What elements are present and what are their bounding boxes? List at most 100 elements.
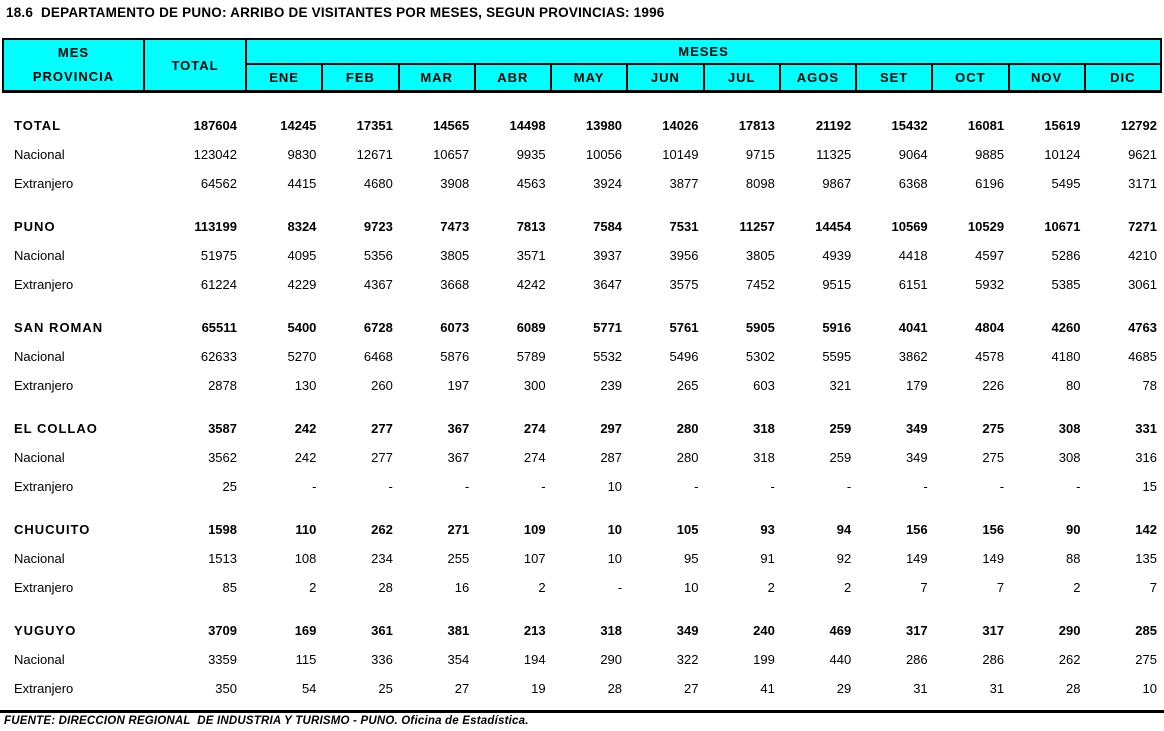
month-value-cell: 3805 — [440, 248, 470, 263]
month-value-cell: 194 — [523, 652, 546, 667]
month-value-cell: 349 — [676, 623, 699, 638]
month-value-cell: 10 — [607, 479, 623, 494]
month-value-cell: 4210 — [1128, 248, 1157, 263]
month-value-cell: 7 — [920, 580, 928, 595]
month-value-cell: 280 — [676, 450, 699, 465]
month-value-cell: 262 — [1058, 652, 1081, 667]
month-value-cell: 4180 — [1051, 349, 1081, 364]
month-value-cell: 179 — [905, 378, 928, 393]
month-value-cell: 260 — [371, 378, 393, 393]
month-header-row: ENE FEB MAR ABR MAY JUN JUL AGOS SET OCT NOV DIC — [3, 64, 1161, 92]
month-value-cell: 242 — [294, 421, 317, 436]
month-value-cell: 54 — [301, 681, 317, 696]
month-value-cell: 2 — [1073, 580, 1081, 595]
month-value-cell: 3171 — [1128, 176, 1157, 191]
month-value-cell: 130 — [294, 378, 317, 393]
month-value-cell: 318 — [753, 450, 775, 465]
month-value-cell: - — [846, 479, 852, 494]
month-value-cell: - — [541, 479, 546, 494]
month-value-cell: 10671 — [1044, 219, 1081, 234]
month-value-cell: 318 — [600, 623, 623, 638]
month-value-cell: 290 — [1058, 623, 1081, 638]
row-label: Nacional — [14, 551, 65, 566]
month-value-cell: 6468 — [363, 349, 393, 364]
page-title: 18.6 DEPARTAMENTO DE PUNO: ARRIBO DE VIS… — [6, 5, 665, 20]
month-value-cell: 5905 — [745, 320, 775, 335]
month-value-cell: 5595 — [822, 349, 852, 364]
month-value-cell: 239 — [600, 378, 623, 393]
row-label: CHUCUITO — [14, 522, 91, 537]
month-value-cell: - — [1076, 479, 1081, 494]
month-value-cell: 197 — [447, 378, 470, 393]
month-value-cell: 14498 — [509, 118, 546, 133]
row-label: SAN ROMAN — [14, 320, 104, 335]
table-row: Nacional 62633 5270 6468 5876 5789 5532 5496 530… — [2, 342, 1162, 371]
row-label: TOTAL — [14, 118, 62, 133]
month-value-cell: 9867 — [822, 176, 852, 191]
month-value-cell: 7584 — [593, 219, 623, 234]
month-value-cell: 3877 — [669, 176, 699, 191]
month-value-cell: - — [694, 479, 699, 494]
month-value-cell: 3862 — [898, 349, 928, 364]
table-row: Extranjero 85 2 28 16 2 - 10 2 2 7 7 2 7 — [2, 573, 1162, 602]
month-value-cell: 115 — [295, 652, 317, 667]
month-value-cell: 354 — [447, 652, 470, 667]
month-value-cell: 11325 — [816, 147, 852, 162]
month-value-cell: 234 — [371, 551, 393, 566]
month-value-cell: 226 — [982, 378, 1005, 393]
row-label: Extranjero — [14, 580, 74, 595]
month-value-cell: 4041 — [898, 320, 928, 335]
month-value-cell: 14565 — [433, 118, 470, 133]
month-value-cell: 4763 — [1128, 320, 1157, 335]
month-value-cell: 3805 — [745, 248, 775, 263]
month-value-cell: 14454 — [815, 219, 852, 234]
month-value-cell: 28 — [607, 681, 623, 696]
month-value-cell: 5495 — [1051, 176, 1081, 191]
month-value-cell: 316 — [1135, 450, 1157, 465]
month-value-cell: 94 — [836, 522, 852, 537]
month-value-cell: - — [999, 479, 1005, 494]
month-value-cell: 4095 — [287, 248, 317, 263]
row-total-value: 123042 — [193, 147, 237, 162]
month-header-dic: DIC — [1083, 64, 1161, 92]
month-value-cell: 16081 — [967, 118, 1005, 133]
total-column-header-cell: TOTAL — [143, 39, 246, 92]
month-value-cell: 5400 — [287, 320, 317, 335]
month-value-cell: 11257 — [739, 219, 775, 234]
month-value-cell: 9723 — [363, 219, 393, 234]
month-header-nov: NOV — [1007, 64, 1085, 92]
month-value-cell: 280 — [676, 421, 699, 436]
month-value-cell: 3575 — [669, 277, 699, 292]
spacer-row — [2, 501, 1162, 515]
month-value-cell: 25 — [378, 681, 393, 696]
table-row: Nacional 3562 242 277 367 274 287 280 318 259 349 2… — [2, 443, 1162, 472]
month-value-cell: 7 — [996, 580, 1005, 595]
month-value-cell: 9830 — [287, 147, 317, 162]
month-value-cell: 5356 — [363, 248, 393, 263]
month-value-cell: 28 — [378, 580, 393, 595]
month-value-cell: 286 — [905, 652, 928, 667]
month-header-may: MAY — [549, 64, 628, 92]
month-value-cell: 15 — [1142, 479, 1157, 494]
spacer-row — [2, 400, 1162, 414]
month-value-cell: 5302 — [745, 349, 775, 364]
month-value-cell: 259 — [829, 450, 852, 465]
month-value-cell: 31 — [913, 681, 928, 696]
table-header: MES PROVINCIA TOTAL MESES ENE FEB MAR ABR MA… — [2, 38, 1162, 93]
month-value-cell: 242 — [294, 450, 317, 465]
row-label: Nacional — [14, 450, 65, 465]
month-header-jul: JUL — [702, 64, 780, 92]
month-value-cell: 262 — [371, 522, 393, 537]
month-value-cell: 3647 — [593, 277, 623, 292]
month-value-cell: 149 — [905, 551, 928, 566]
month-value-cell: 255 — [447, 551, 470, 566]
month-value-cell: 13980 — [585, 118, 623, 133]
province-total-row: PUNO 113199 8324 9723 7473 7813 7584 7531 11257 1… — [2, 212, 1162, 241]
province-total-row: YUGUYO 3709 169 361 381 213 318 349 240 469 317 317… — [2, 616, 1162, 645]
month-value-cell: 2 — [844, 580, 852, 595]
row-total-value: 350 — [215, 681, 237, 696]
month-value-cell: 107 — [523, 551, 546, 566]
month-value-cell: 5876 — [440, 349, 470, 364]
month-value-cell: 4939 — [822, 248, 852, 263]
month-value-cell: 7531 — [669, 219, 699, 234]
